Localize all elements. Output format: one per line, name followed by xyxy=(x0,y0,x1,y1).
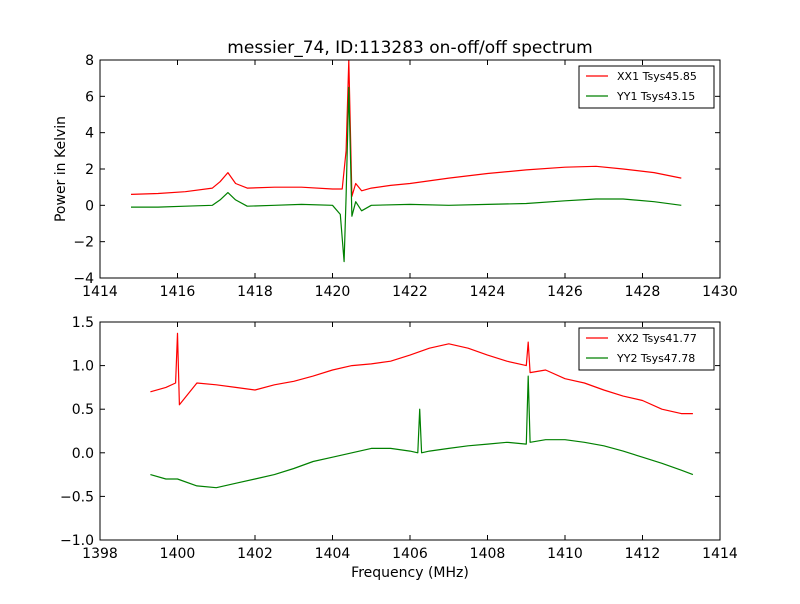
x-axis-label: Frequency (MHz) xyxy=(351,565,469,581)
x-tick-label: 1430 xyxy=(702,284,738,300)
x-tick-label: 1402 xyxy=(237,546,273,562)
series-layer xyxy=(150,332,694,489)
x-tick-label: 1416 xyxy=(160,284,196,300)
y-tick-label: 0.5 xyxy=(72,402,94,418)
x-tick-label: 1414 xyxy=(82,284,118,300)
x-tick-label: 1418 xyxy=(237,284,273,300)
y-tick-label: 4 xyxy=(85,126,94,142)
y-tick-label: 1.0 xyxy=(72,359,94,375)
x-tick-label: 1424 xyxy=(470,284,506,300)
x-tick-label: 1404 xyxy=(315,546,351,562)
y-tick-label: −2 xyxy=(73,235,94,251)
x-tick-label: 1420 xyxy=(315,284,351,300)
y-axis-label: Power in Kelvin xyxy=(53,116,69,222)
legend-label-yy2: YY2 Tsys47.78 xyxy=(616,352,695,365)
y-tick-label: 6 xyxy=(85,89,94,105)
legend-label-yy1: YY1 Tsys43.15 xyxy=(616,90,695,103)
x-tick-label: 1428 xyxy=(625,284,661,300)
bottom-subplot: Frequency (MHz) 1398 1400 1402 1404 1406 1408… xyxy=(60,315,738,581)
y-tick-label: 8 xyxy=(85,53,94,69)
legend-box xyxy=(578,327,715,371)
x-tick-label: 1400 xyxy=(160,546,196,562)
x-tick-label: 1414 xyxy=(702,546,738,562)
series-line-yy xyxy=(131,86,682,263)
x-tick-label: 1406 xyxy=(392,546,428,562)
x-tick-label: 1398 xyxy=(82,546,118,562)
y-tick-label: 0.0 xyxy=(72,446,94,462)
legend-label-xx2: XX2 Tsys41.77 xyxy=(617,332,697,345)
series-layer xyxy=(130,60,682,263)
y-tick-label: −0.5 xyxy=(60,489,94,505)
top-subplot: messier_74, ID:113283 on-off/off spectru… xyxy=(53,38,738,300)
y-tick-label: −4 xyxy=(73,271,94,287)
y-tick-label: 1.5 xyxy=(72,315,94,331)
x-tick-label: 1422 xyxy=(392,284,428,300)
y-tick-label: 0 xyxy=(85,198,94,214)
legend: XX2 Tsys41.77 YY2 Tsys47.78 xyxy=(578,327,715,371)
series-line-yy xyxy=(150,375,694,489)
x-tick-label: 1426 xyxy=(547,284,583,300)
y-tick-label: −1.0 xyxy=(60,533,94,549)
legend-box xyxy=(578,65,715,109)
series-line-xx xyxy=(150,332,693,415)
y-tick-label: 2 xyxy=(85,162,94,178)
legend: XX1 Tsys45.85 YY1 Tsys43.15 xyxy=(578,65,715,109)
x-tick-label: 1410 xyxy=(547,546,583,562)
legend-label-xx1: XX1 Tsys45.85 xyxy=(617,70,697,83)
ticks-layer: 1398 1400 1402 1404 1406 1408 1410 1412 1414 −1.0… xyxy=(60,315,738,562)
ticks-layer: 1414 1416 1418 1420 1422 1424 1426 1428 1430 −4 −2… xyxy=(73,53,737,300)
x-tick-label: 1408 xyxy=(470,546,506,562)
x-tick-label: 1412 xyxy=(625,546,661,562)
chart-title: messier_74, ID:113283 on-off/off spectru… xyxy=(227,38,592,58)
